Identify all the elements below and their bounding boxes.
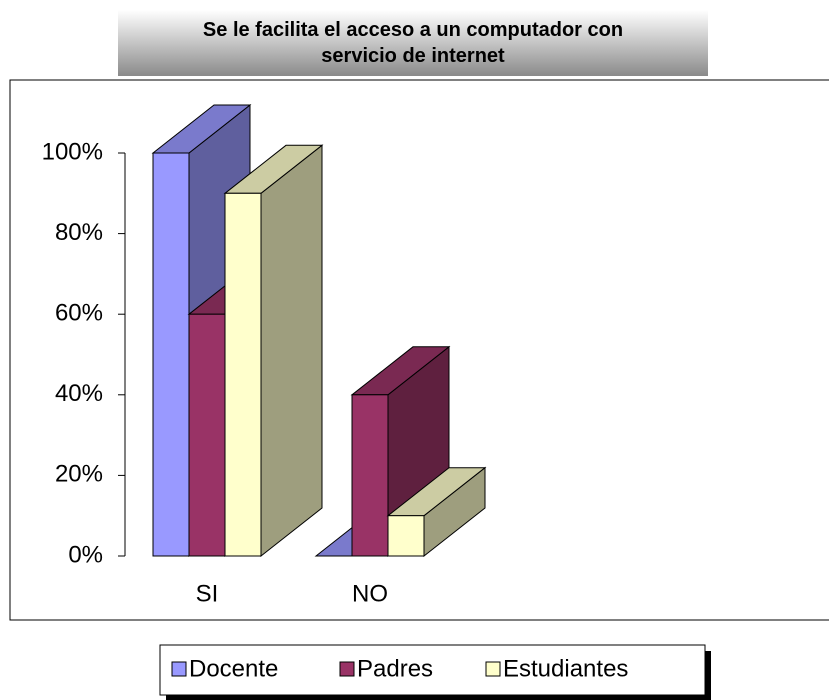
legend-label: Estudiantes [503, 655, 628, 682]
plot-frame [9, 79, 829, 621]
y-tick-label: 20% [55, 461, 103, 488]
y-tick-label: 80% [55, 219, 103, 246]
legend-label: Docente [189, 655, 278, 682]
legend-swatch [339, 661, 355, 677]
chart-title: Se le facilita el acceso a un computador… [202, 19, 624, 67]
y-tick-label: 100% [42, 138, 103, 165]
bar [224, 192, 262, 557]
legend-swatch [171, 661, 187, 677]
bar [188, 313, 226, 557]
bar-side [260, 144, 323, 558]
bar [351, 394, 389, 557]
legend-box [159, 644, 706, 696]
bar [387, 515, 425, 557]
x-tick-label: SI [196, 580, 219, 607]
y-tick-label: 0% [68, 541, 103, 568]
legend-swatch [485, 661, 501, 677]
x-tick-label: NO [352, 580, 388, 607]
legend-label: Padres [357, 655, 433, 682]
bar [152, 152, 190, 557]
y-tick-label: 60% [55, 300, 103, 327]
y-tick-label: 40% [55, 380, 103, 407]
chart-title-box: Se le facilita el acceso a un computador… [118, 10, 708, 76]
